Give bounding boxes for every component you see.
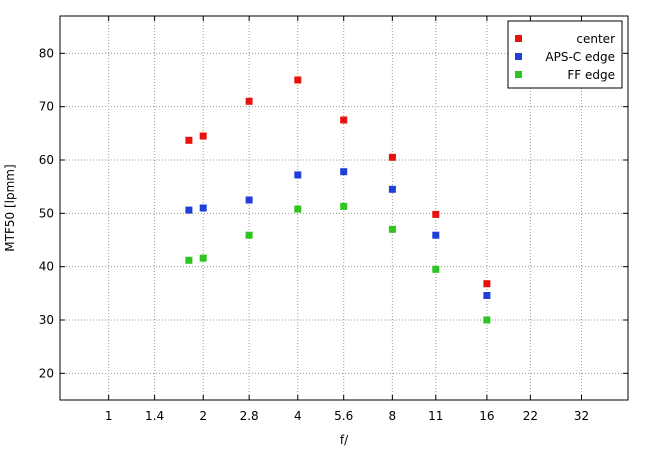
x-tick-label: 5.6 [334,409,353,423]
legend: center APS-C edge FF edge [507,20,623,89]
data-point [388,185,396,193]
x-tick-label: 11 [428,409,443,423]
y-tick-label: 40 [39,260,54,274]
data-point [340,116,348,124]
x-tick-label: 1 [105,409,113,423]
data-point [432,231,440,239]
legend-entry: FF edge [567,68,615,82]
legend-box [507,20,623,89]
data-point [185,206,193,214]
data-point [199,132,207,140]
x-tick-label: 16 [479,409,494,423]
data-point [340,202,348,210]
y-tick-label: 20 [39,366,54,380]
data-point [483,292,491,299]
data-point [245,196,253,204]
data-point [432,210,440,218]
data-point [340,168,348,176]
x-axis-label: f/ [340,433,349,447]
x-tick-label: 8 [389,409,397,423]
data-point [388,153,396,161]
data-point [294,171,302,179]
y-tick-label: 50 [39,206,54,220]
data-point [483,280,491,288]
x-tick-label: 2 [199,409,207,423]
legend-entry: APS-C edge [545,50,615,64]
data-point [294,76,302,84]
data-point [432,265,440,273]
x-tick-label: 1.4 [145,409,164,423]
data-point [199,254,207,262]
data-point [294,205,302,213]
data-point [245,97,253,105]
x-axis-ticks: 1 1.4 2 2.8 4 5.6 8 11 16 22 32 [105,16,589,423]
y-tick-label: 60 [39,153,54,167]
data-point [199,204,207,212]
x-tick-label: 2.8 [240,409,259,423]
legend-entry: center [576,32,615,46]
y-tick-label: 80 [39,46,54,60]
data-point [483,316,491,324]
data-point [185,256,193,264]
y-tick-label: 30 [39,313,54,327]
data-point [185,136,193,144]
y-axis-ticks: 20 30 40 50 60 70 80 [39,46,628,380]
x-tick-label: 22 [523,409,538,423]
data-point [388,225,396,233]
data-points [185,76,491,324]
y-tick-label: 70 [39,100,54,114]
x-tick-label: 32 [574,409,589,423]
legend-marker [515,35,522,42]
plot-frame [59,15,629,401]
legend-marker [515,71,522,78]
data-point [245,231,253,239]
x-tick-label: 4 [294,409,302,423]
legend-marker [515,53,522,60]
y-axis-label: MTF50 [lpmm] [3,164,17,251]
